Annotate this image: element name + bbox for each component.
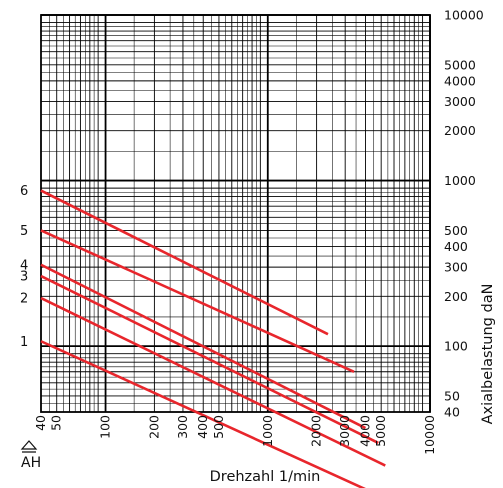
series-label-5: 5 [20,224,28,239]
series-label-6: 6 [20,184,28,199]
series-line-6 [40,189,329,336]
y-tick-label: 3000 [444,94,476,109]
y-tick-label: 300 [444,260,468,275]
y-tick-label: 4000 [444,73,476,88]
x-tick-label: 400 [195,415,210,439]
y-tick-label: 50 [444,388,460,403]
y-tick-label: 100 [444,339,468,354]
series-label-2: 2 [20,292,28,307]
x-tick-label: 4000 [357,415,372,447]
series-line-2 [40,296,386,467]
ah-label: AH [21,455,41,471]
series-label-1: 1 [20,335,28,350]
x-tick-label: 10000 [422,415,437,455]
y-tick-label: 200 [444,289,468,304]
triangle-icon [20,440,38,453]
x-tick-label: 500 [211,415,226,439]
plot-frame [40,14,431,413]
x-tick-label: 40 [33,415,48,431]
x-tick-label: 200 [146,415,161,439]
y-tick-label: 40 [444,405,460,420]
x-tick-labels: 40 50 100 200 300 400 500 1000 2000 3000 4000 5000 1… [33,415,437,455]
x-tick-label: 2000 [309,415,324,447]
x-tick-label: 3000 [337,415,352,447]
x-axis-title: Drehzahl 1/min [210,469,321,485]
y-tick-label: 2000 [444,123,476,138]
series-lines [40,189,386,488]
y-tick-label: 500 [444,223,468,238]
grid-major [40,14,431,413]
series-line-1 [40,340,366,488]
series-line-3 [40,274,379,445]
y-axis-title: Axialbelastung daN [480,284,496,425]
x-tick-label: 300 [175,415,190,439]
series-labels: 1 2 34 5 6 [20,184,28,350]
ah-marker: AH [20,440,41,471]
x-tick-label: 50 [49,415,64,431]
y-tick-label: 10000 [444,8,484,23]
x-tick-label: 1000 [260,415,275,447]
series-label-3: 3 [20,270,28,285]
x-tick-label: 5000 [373,415,388,447]
series-line-5 [40,229,355,373]
y-tick-label: 5000 [444,57,476,72]
series-line-4 [40,263,367,430]
y-tick-label: 1000 [444,173,476,188]
y-tick-label: 400 [444,239,468,254]
series-label-4: 4 [20,258,28,273]
x-tick-label: 100 [98,415,113,439]
grid-minor [40,15,430,413]
